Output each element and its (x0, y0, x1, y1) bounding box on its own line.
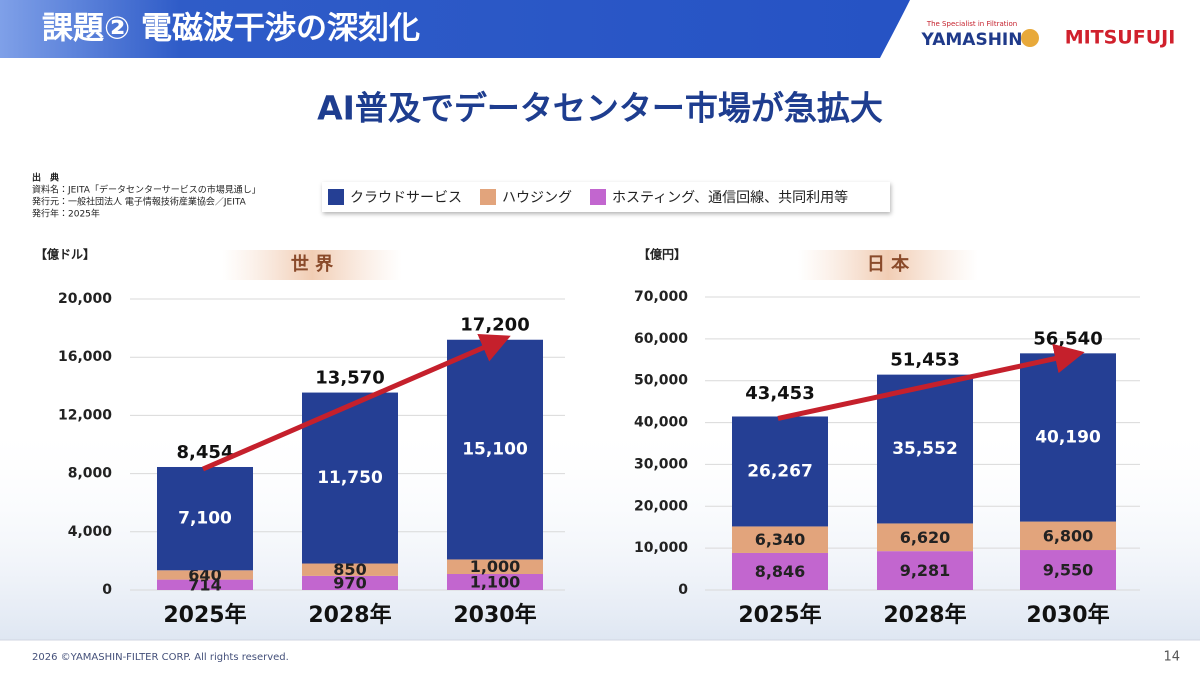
x-tick-label: 2028年 (883, 602, 966, 628)
y-tick-label: 8,000 (68, 466, 113, 482)
data-label: 6,800 (1043, 526, 1094, 545)
chart-title: 世 界 (291, 254, 333, 275)
bar-segment (732, 552, 828, 590)
data-label: 6,340 (755, 530, 806, 549)
y-tick-label: 20,000 (634, 498, 688, 514)
bar-segment (1020, 353, 1116, 522)
source-line: 出 典 (32, 172, 59, 184)
y-tick-label: 4,000 (68, 524, 113, 540)
data-label: 15,100 (462, 440, 528, 460)
y-tick-label: 70,000 (634, 289, 688, 305)
bar-segment (877, 374, 973, 524)
tagline: The Specialist in Filtration (926, 20, 1017, 28)
x-tick-label: 2030年 (453, 602, 536, 628)
chart-title: 日 本 (867, 253, 910, 275)
legend-swatch (590, 189, 606, 205)
bar-segment (1020, 550, 1116, 590)
bar-segment (447, 339, 543, 560)
bar-segment (157, 466, 253, 571)
data-label: 714 (188, 575, 221, 594)
data-label: 970 (333, 573, 366, 592)
logo-mitsufuji: MITSUFUJI (1065, 27, 1176, 49)
y-tick-label: 10,000 (634, 540, 688, 556)
bar-segment (302, 575, 398, 590)
x-tick-label: 2025年 (163, 602, 246, 628)
subtitle: AI普及でデータセンター市場が急拡大 (317, 89, 883, 128)
data-label: 850 (333, 560, 366, 579)
y-tick-label: 60,000 (634, 331, 688, 347)
y-tick-label: 0 (102, 582, 112, 598)
data-label: 9,550 (1043, 561, 1094, 580)
y-tick-label: 40,000 (634, 415, 688, 431)
total-label: 17,200 (460, 315, 529, 336)
legend-label: ハウジング (502, 190, 572, 206)
bar-segment (877, 551, 973, 590)
total-label: 43,453 (745, 383, 814, 404)
unit-label: 【億円】 (638, 247, 686, 262)
data-label: 8,846 (755, 562, 806, 581)
logo-yamashin: YAMASHIN (921, 30, 1023, 50)
bar-segment (447, 559, 543, 574)
bar-segment (1020, 521, 1116, 551)
total-label: 8,454 (177, 442, 234, 463)
y-tick-label: 20,000 (58, 291, 112, 307)
bar-segment (447, 573, 543, 590)
y-tick-label: 30,000 (634, 456, 688, 472)
legend-swatch (480, 189, 496, 205)
bar-segment (157, 579, 253, 590)
data-label: 9,281 (900, 561, 951, 580)
data-label: 1,000 (470, 557, 521, 576)
bar-segment (157, 570, 253, 580)
logo-area (880, 0, 1200, 58)
legend-label: ホスティング、通信回線、共同利用等 (612, 189, 848, 206)
chart-title-band (798, 250, 978, 280)
y-tick-label: 50,000 (634, 373, 688, 389)
total-label: 56,540 (1033, 328, 1102, 349)
data-label: 26,267 (747, 461, 813, 481)
data-label: 1,100 (470, 572, 521, 591)
footer-copyright: 2026 ©YAMASHIN-FILTER CORP. All rights r… (32, 652, 289, 663)
logo-mark (1021, 29, 1039, 47)
unit-label: 【億ドル】 (35, 247, 95, 262)
data-label: 7,100 (178, 509, 232, 529)
y-tick-label: 16,000 (58, 349, 112, 365)
x-tick-label: 2025年 (738, 602, 821, 628)
trend-arrow (777, 343, 1085, 421)
x-tick-label: 2028年 (308, 602, 391, 628)
bar-segment (302, 563, 398, 576)
page-number: 14 (1163, 650, 1180, 665)
data-label: 11,750 (317, 468, 383, 488)
bar-segment (732, 416, 828, 527)
source-line: 発行年：2025年 (32, 208, 100, 220)
source-line: 発行元：一般社団法人 電子情報技術産業協会／JEITA (32, 196, 247, 208)
legend-label: クラウドサービス (350, 190, 462, 206)
bar-segment (877, 523, 973, 552)
total-label: 51,453 (890, 350, 959, 371)
x-tick-label: 2030年 (1026, 602, 1109, 628)
bar-segment (732, 526, 828, 553)
y-tick-label: 0 (678, 582, 688, 598)
data-label: 40,190 (1035, 427, 1101, 447)
trend-arrow (202, 333, 511, 472)
chart-title-band (222, 250, 402, 280)
header-title: 課題② 電磁波干渉の深刻化 (42, 11, 420, 47)
total-label: 13,570 (315, 368, 384, 389)
y-tick-label: 12,000 (58, 407, 112, 423)
source-line: 資料名：JEITA「データセンターサービスの市場見通し」 (32, 184, 261, 196)
data-label: 35,552 (892, 439, 958, 459)
legend-swatch (328, 189, 344, 205)
data-label: 6,620 (900, 528, 951, 547)
